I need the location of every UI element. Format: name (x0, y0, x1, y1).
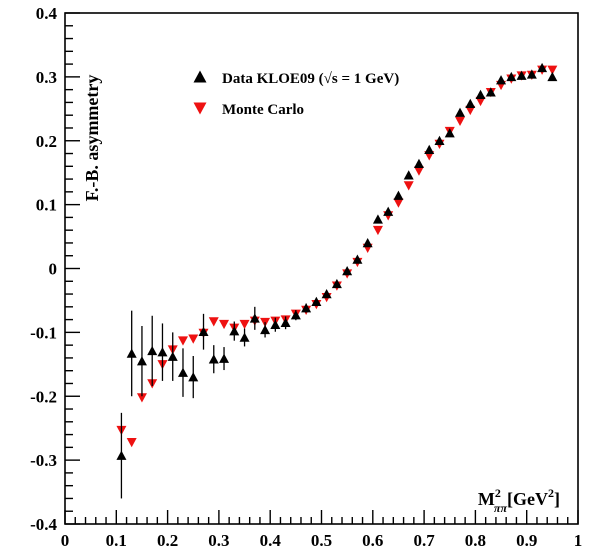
mc-point (126, 437, 137, 448)
x-tick-label: 0.1 (106, 531, 127, 550)
mc-point (465, 105, 476, 116)
x-tick-label: 0.5 (311, 531, 332, 550)
y-tick-label: -0.2 (30, 387, 57, 406)
y-tick-label: -0.1 (30, 323, 57, 342)
y-tick-label: 0.1 (36, 196, 57, 215)
y-tick-label: 0.4 (36, 4, 58, 23)
x-axis-title: M2 ππ[GeV2] (478, 486, 560, 515)
mc-point (239, 319, 250, 330)
mc-point (393, 198, 404, 208)
y-tick-label: -0.4 (30, 515, 57, 534)
data-point (280, 317, 291, 328)
data-point (383, 206, 394, 216)
data-point (516, 70, 527, 80)
data-point (475, 89, 486, 100)
data-point (126, 348, 137, 358)
mc-point (455, 116, 466, 126)
x-axis-ticks (64, 510, 579, 524)
data-point (167, 351, 178, 361)
x-axis-title-m: M (478, 489, 495, 509)
series-data-kloe09 (116, 62, 558, 499)
data-point (157, 347, 168, 357)
data-point (537, 62, 548, 73)
data-point (362, 237, 373, 248)
data-point (229, 326, 240, 336)
data-point (249, 313, 260, 323)
data-point (393, 190, 404, 200)
legend-label-monte-carlo: Monte Carlo (222, 102, 304, 118)
data-point (177, 367, 188, 377)
data-point (547, 71, 558, 82)
data-point (526, 69, 537, 79)
x-axis-title-units-sup: 2 (548, 486, 554, 500)
mc-point (177, 336, 188, 346)
data-point (331, 278, 342, 289)
data-point (260, 324, 271, 335)
data-point (413, 158, 424, 168)
data-point (352, 254, 363, 264)
data-point (208, 354, 219, 364)
data-point (434, 135, 445, 145)
data-point (321, 289, 332, 299)
x-tick-label: 0.6 (362, 531, 383, 550)
x-tick-label: 0.3 (208, 531, 229, 550)
x-tick-label: 0.9 (516, 531, 537, 550)
mc-point (188, 334, 199, 344)
mc-point (475, 96, 486, 107)
legend-marker-data (193, 70, 207, 83)
data-point (116, 450, 127, 460)
mc-point (413, 166, 424, 176)
data-point (444, 128, 455, 138)
data-point (136, 356, 147, 366)
data-point (465, 98, 476, 108)
data-point (219, 353, 230, 363)
mc-point (372, 225, 383, 236)
x-tick-label: 1 (574, 531, 583, 550)
y-tick-label: -0.3 (30, 451, 57, 470)
x-tick-label: 0.4 (260, 531, 282, 550)
y-axis-ticks (65, 12, 80, 525)
data-point (506, 71, 517, 82)
x-tick-label: 0.8 (465, 531, 486, 550)
data-point (311, 296, 322, 306)
legend: Data KLOE09 (√s = 1 GeV) Monte Carlo (193, 70, 399, 118)
x-tick-label: 0.2 (157, 531, 178, 550)
data-point (496, 75, 507, 85)
data-point (342, 266, 353, 276)
y-tick-label: 0 (49, 260, 58, 279)
x-axis-title-units: [GeV (507, 489, 548, 509)
data-point (485, 87, 496, 97)
data-point (301, 303, 312, 313)
data-point (188, 372, 199, 382)
data-point (424, 144, 435, 154)
x-axis-tick-labels: 0 0.1 0.2 0.3 0.4 0.5 0.6 0.7 0.8 0.9 1 (61, 531, 583, 550)
mc-point (403, 181, 414, 191)
y-tick-label: 0.2 (36, 132, 57, 151)
mc-point (219, 319, 230, 330)
y-axis-tick-labels: -0.4 -0.3 -0.2 -0.1 0 0.1 0.2 0.3 0.4 (30, 4, 57, 534)
x-axis-title-sub: ππ (494, 501, 508, 515)
data-point (147, 345, 158, 356)
series-layer (116, 62, 558, 499)
y-axis-title: F.-B. asymmetry (82, 75, 102, 202)
data-point (239, 332, 250, 342)
data-point (198, 326, 209, 336)
y-tick-label: 0.3 (36, 68, 57, 87)
mc-point (136, 393, 147, 403)
mc-point (547, 65, 558, 75)
x-axis-title-sup: 2 (495, 486, 501, 500)
data-point (290, 310, 301, 320)
data-point (372, 214, 383, 224)
x-tick-label: 0 (61, 531, 70, 550)
data-point (455, 107, 466, 117)
x-axis-title-close: ] (554, 489, 560, 509)
x-tick-label: 0.7 (413, 531, 435, 550)
legend-marker-monte-carlo (193, 102, 207, 115)
mc-point (208, 317, 219, 327)
data-point (270, 319, 281, 329)
data-point (403, 170, 414, 180)
legend-label-data: Data KLOE09 (√s = 1 GeV) (222, 71, 399, 87)
